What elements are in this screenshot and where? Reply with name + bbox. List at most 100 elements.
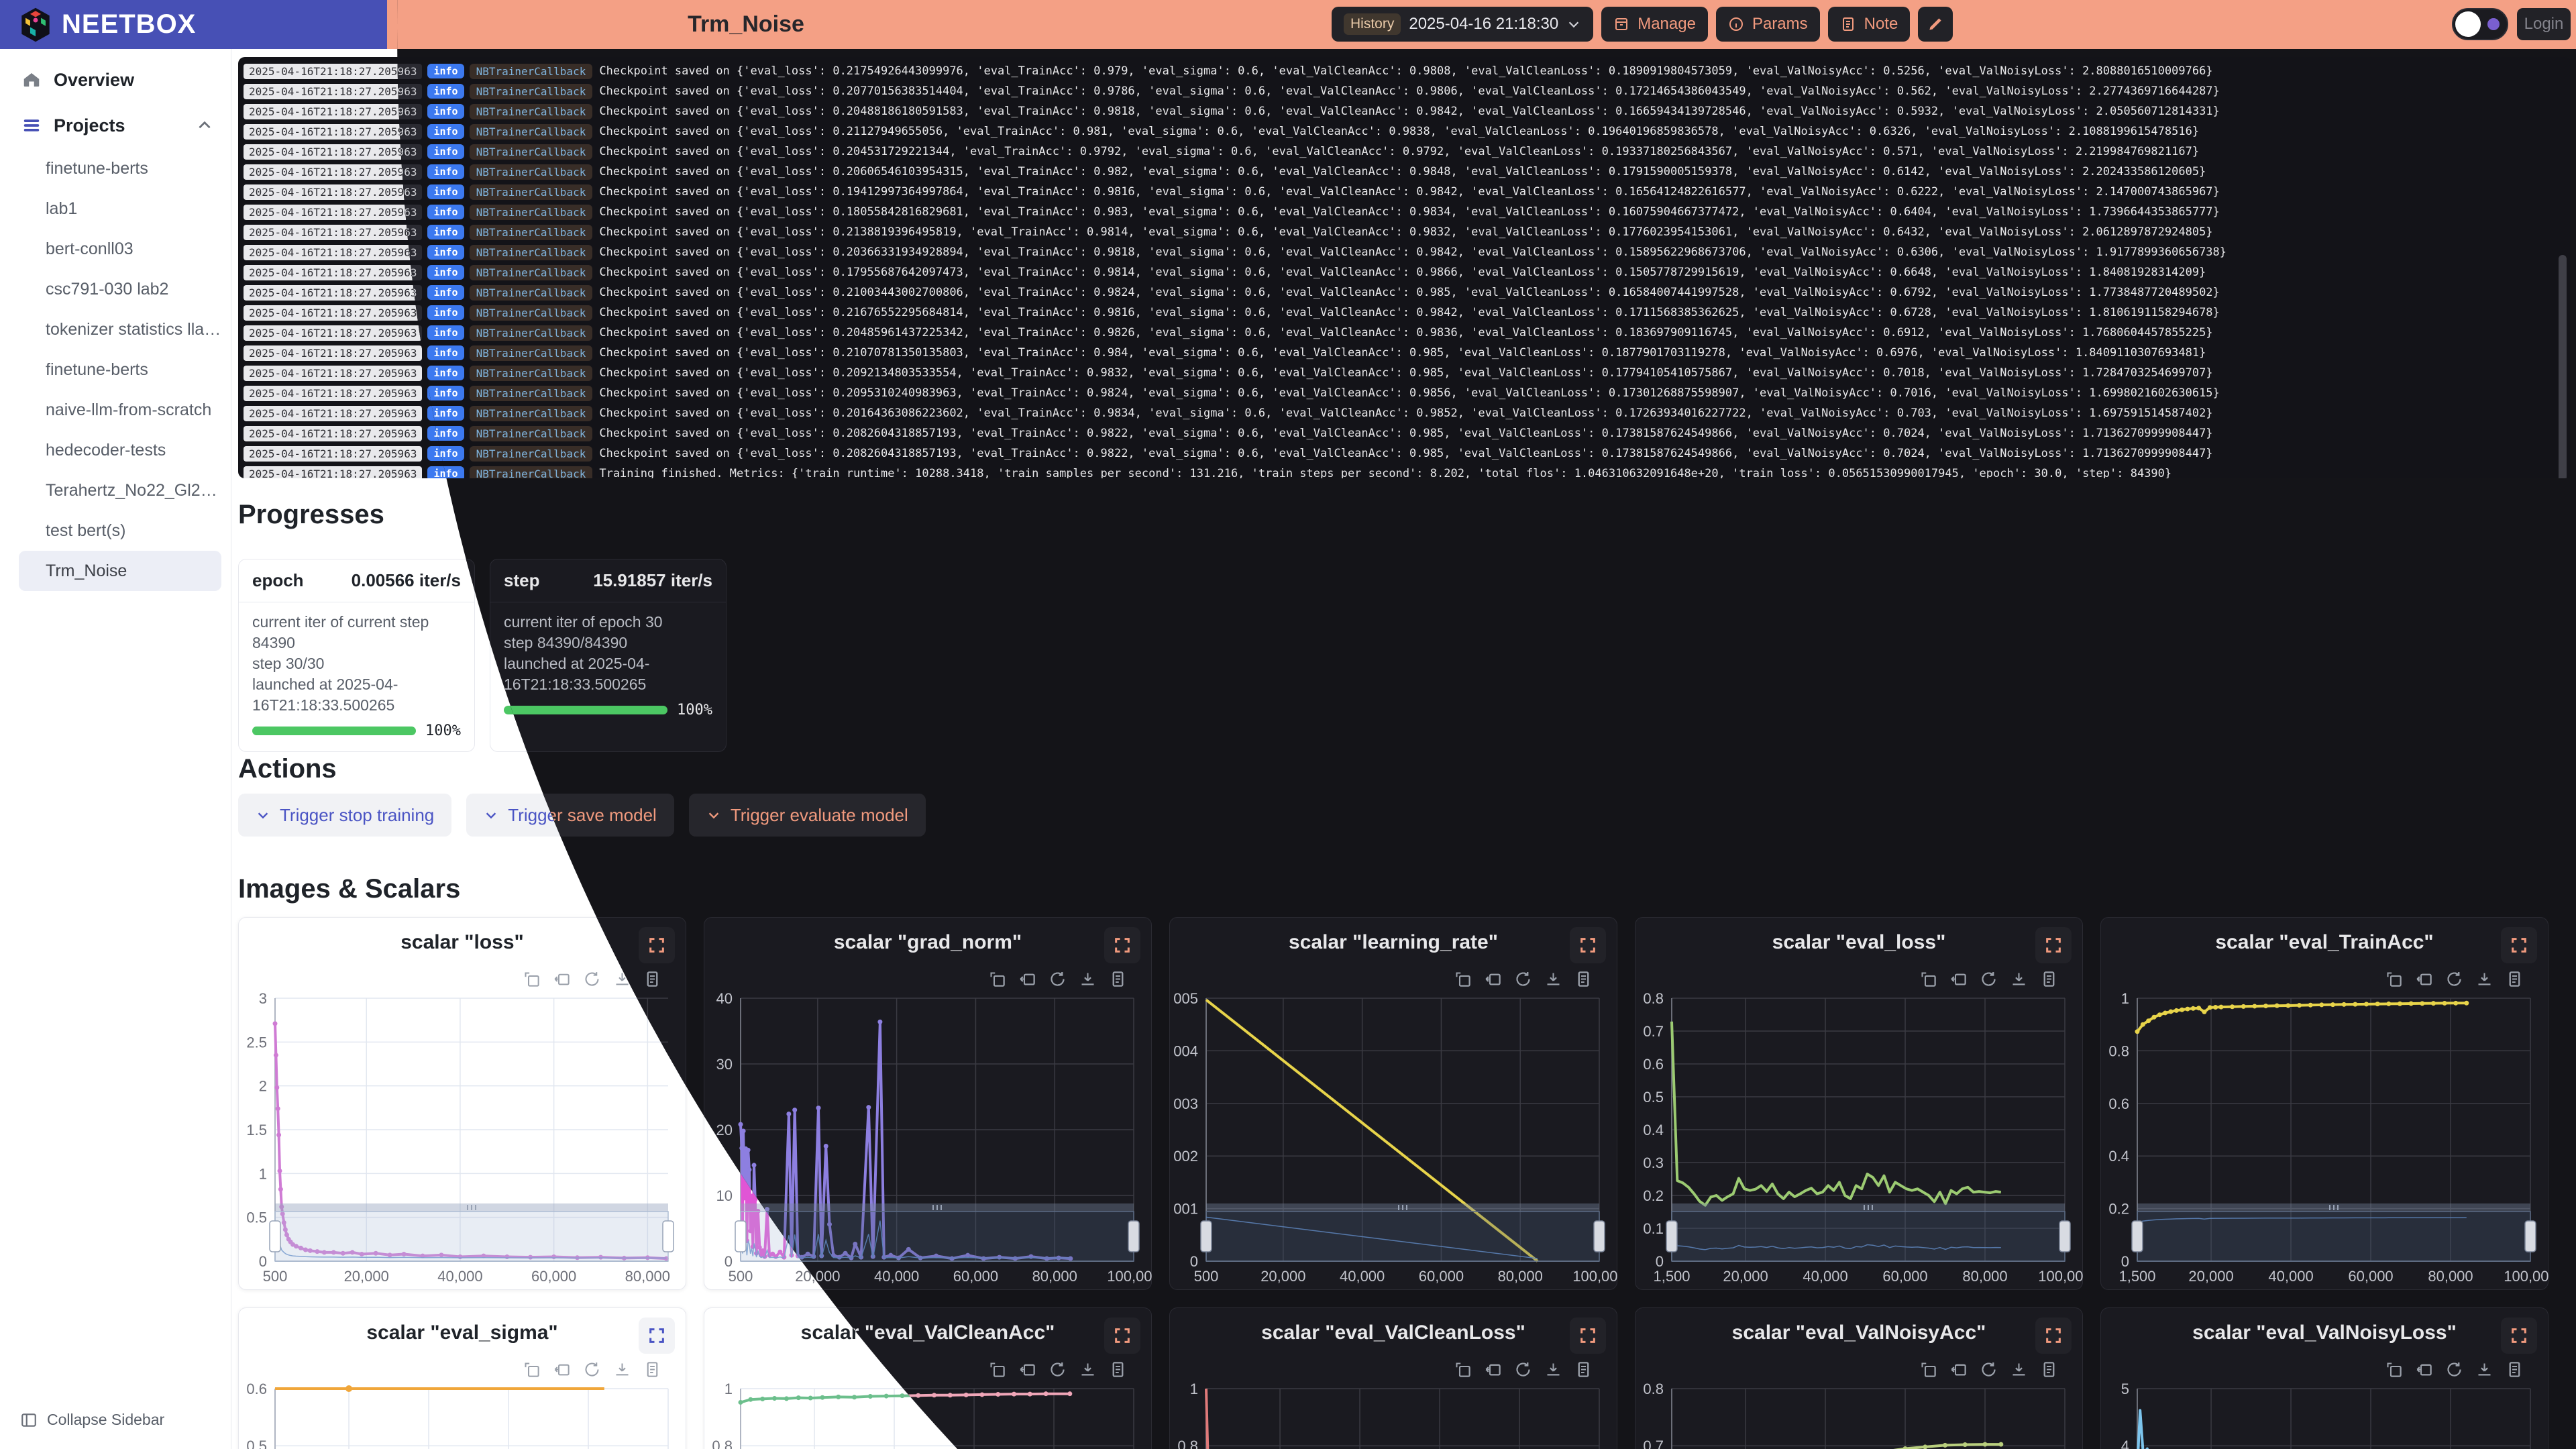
box-select-icon[interactable]: [1919, 970, 1937, 991]
refresh-icon[interactable]: [1514, 970, 1532, 991]
log-file-icon[interactable]: [1574, 970, 1593, 991]
box-select-icon[interactable]: [1454, 1360, 1472, 1382]
log-file-icon[interactable]: [2506, 1360, 2524, 1382]
login-button[interactable]: Login: [2517, 8, 2571, 40]
refresh-icon[interactable]: [1980, 970, 1998, 991]
log-file-icon[interactable]: [1109, 1360, 1127, 1382]
log-file-icon[interactable]: [1574, 1360, 1593, 1382]
box-restore-icon[interactable]: [553, 970, 571, 991]
sidebar-group-projects[interactable]: Projects: [0, 108, 231, 143]
download-icon[interactable]: [1079, 1360, 1097, 1382]
box-select-icon[interactable]: [988, 1360, 1006, 1382]
sidebar-item-project[interactable]: lab1: [46, 199, 78, 218]
sidebar-item-project[interactable]: csc791-030 lab2: [46, 280, 169, 299]
expand-chart-button[interactable]: [639, 927, 675, 963]
box-select-icon[interactable]: [1454, 970, 1472, 991]
chart-plot[interactable]: 1,500 20,000 40,000 60,000 80,000 100,000 0 0.2…: [2101, 985, 2549, 1291]
box-restore-icon[interactable]: [1018, 970, 1036, 991]
download-icon[interactable]: [613, 1360, 631, 1382]
refresh-icon[interactable]: [583, 970, 601, 991]
refresh-icon[interactable]: [1049, 970, 1067, 991]
refresh-icon[interactable]: [2445, 970, 2463, 991]
refresh-icon[interactable]: [2445, 1360, 2463, 1382]
log-file-icon[interactable]: [2506, 970, 2524, 991]
download-icon[interactable]: [2010, 970, 2028, 991]
sidebar-item-project[interactable]: finetune-berts: [46, 159, 148, 178]
box-restore-icon[interactable]: [553, 1360, 571, 1382]
sidebar-item-project[interactable]: bert-conll03: [46, 239, 133, 258]
chart-plot[interactable]: 1,500 20,000 40,000 60,000 80,000 100,000 0 0.1…: [1635, 985, 2084, 1291]
expand-chart-button[interactable]: [1570, 1318, 1606, 1354]
log-file-icon[interactable]: [2040, 1360, 2058, 1382]
theme-toggle[interactable]: [2452, 8, 2508, 40]
chart-plot[interactable]: 1,50020,00040,00060,00080,000100,00010.8…: [1170, 1375, 1618, 1449]
sidebar-item-project[interactable]: finetune-berts: [46, 360, 148, 379]
expand-chart-button[interactable]: [639, 1318, 675, 1354]
box-select-icon[interactable]: [2385, 1360, 2403, 1382]
sidebar-item-project[interactable]: test bert(s): [46, 521, 126, 540]
expand-chart-button[interactable]: [2035, 1318, 2072, 1354]
note-button[interactable]: Note: [1827, 7, 1911, 42]
download-icon[interactable]: [2475, 1360, 2493, 1382]
chart-plot[interactable]: 500 20,000 40,000 60,000 80,000 0 0.5 1 1.5 2 2.5 3: [239, 985, 687, 1291]
sidebar-item-project[interactable]: hedecoder-tests: [46, 441, 166, 460]
chart-plot[interactable]: 500 20,000 40,000 60,000 80,000 100,000 0 001 00…: [1170, 985, 1618, 1291]
download-icon[interactable]: [1544, 1360, 1562, 1382]
log-message: Checkpoint saved on {'eval_loss': 0.2167…: [599, 306, 2220, 319]
expand-chart-button[interactable]: [2035, 927, 2072, 963]
download-icon[interactable]: [1079, 970, 1097, 991]
log-row: 2025-04-16T21:18:27.205963 info NBTrainerC…: [397, 101, 2571, 121]
chart-plot[interactable]: 1,50020,00040,00060,00080,000100,0000.80…: [1635, 1375, 2084, 1449]
params-button[interactable]: Params: [1715, 7, 1820, 42]
log-file-icon[interactable]: [2040, 970, 2058, 991]
trigger-action-button[interactable]: Trigger evaluate model: [688, 794, 926, 837]
box-restore-icon[interactable]: [1018, 1360, 1036, 1382]
svg-text:20,000: 20,000: [344, 1268, 389, 1285]
manage-button[interactable]: Manage: [1601, 7, 1708, 42]
download-icon[interactable]: [2475, 970, 2493, 991]
box-select-icon[interactable]: [1919, 1360, 1937, 1382]
collapse-sidebar-button[interactable]: Collapse Sidebar: [20, 1411, 164, 1429]
expand-chart-button[interactable]: [1570, 927, 1606, 963]
log-file-icon[interactable]: [643, 970, 661, 991]
download-icon[interactable]: [1544, 970, 1562, 991]
log-tag-badge: NBTrainerCallback: [469, 445, 593, 462]
box-restore-icon[interactable]: [1949, 970, 1968, 991]
sidebar-item-project[interactable]: naive-llm-from-scratch: [46, 400, 212, 419]
svg-text:1: 1: [259, 1165, 267, 1182]
download-icon[interactable]: [613, 970, 631, 991]
expand-icon: [649, 938, 664, 953]
expand-chart-button[interactable]: [1104, 927, 1140, 963]
expand-chart-button[interactable]: [2501, 927, 2537, 963]
log-file-icon[interactable]: [643, 1360, 661, 1382]
expand-chart-button[interactable]: [1104, 1318, 1140, 1354]
box-select-icon[interactable]: [2385, 970, 2403, 991]
box-restore-icon[interactable]: [1949, 1360, 1968, 1382]
box-restore-icon[interactable]: [1484, 970, 1502, 991]
refresh-icon[interactable]: [583, 1360, 601, 1382]
chart-plot[interactable]: 1,50020,00040,00060,00080,000100,0005432…: [2101, 1375, 2549, 1449]
edit-button[interactable]: [1918, 7, 1953, 42]
box-select-icon[interactable]: [523, 1360, 541, 1382]
refresh-icon[interactable]: [1049, 1360, 1067, 1382]
box-select-icon[interactable]: [523, 970, 541, 991]
log-file-icon[interactable]: [1109, 970, 1127, 991]
download-icon[interactable]: [2010, 1360, 2028, 1382]
expand-chart-button[interactable]: [2501, 1318, 2537, 1354]
refresh-icon[interactable]: [1980, 1360, 1998, 1382]
sidebar-item-project[interactable]: tokenizer statistics llama...: [46, 320, 221, 339]
box-restore-icon[interactable]: [1484, 1360, 1502, 1382]
refresh-icon[interactable]: [1514, 1360, 1532, 1382]
sidebar-item-overview[interactable]: Overview: [0, 62, 231, 97]
sidebar-item-project[interactable]: Terahertz_No22_Gl261_gl...: [46, 481, 221, 500]
chart-plot[interactable]: 50020,00040,00060,00080,000100,000010203…: [704, 985, 1152, 1291]
chart-plot[interactable]: 1,50020,00040,00060,00080,000100,0000.60…: [239, 1375, 687, 1449]
chart-toolbar: [2385, 970, 2524, 991]
log-scrollbar[interactable]: [2559, 255, 2567, 478]
trigger-action-button[interactable]: Trigger stop training: [238, 794, 452, 837]
box-restore-icon[interactable]: [2415, 970, 2433, 991]
box-select-icon[interactable]: [988, 970, 1006, 991]
box-restore-icon[interactable]: [2415, 1360, 2433, 1382]
history-dropdown[interactable]: History 2025-04-16 21:18:30: [1332, 7, 1594, 42]
sidebar-item-project[interactable]: Trm_Noise: [19, 551, 221, 591]
